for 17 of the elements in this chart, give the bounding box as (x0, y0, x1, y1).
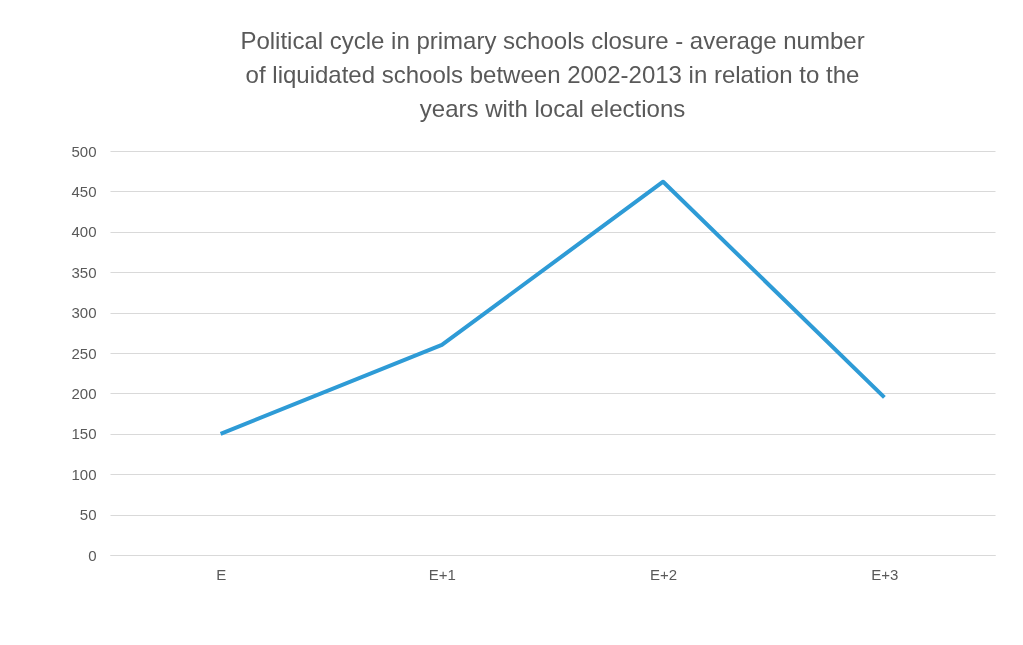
x-tick-label: E (216, 565, 227, 583)
y-tick-label: 300 (71, 304, 97, 322)
y-tick-label: 0 (88, 546, 97, 564)
y-tick-label: 100 (71, 465, 97, 483)
chart-title: Political cycle in primary schools closure - average number of liquidated schools between 2002-2013 in relation to the years with local elections (240, 27, 865, 122)
y-tick-label: 50 (79, 506, 97, 524)
y-tick-label: 400 (71, 223, 97, 241)
y-tick-label: 450 (71, 182, 97, 200)
y-tick-label: 200 (71, 384, 97, 402)
x-tick-label: E+3 (871, 565, 899, 583)
y-tick-label: 350 (71, 263, 97, 281)
x-tick-label: E+1 (428, 565, 456, 583)
y-tick-label: 250 (71, 344, 97, 362)
y-tick-label: 500 (71, 142, 97, 160)
line-series (218, 179, 887, 436)
y-tick-label: 150 (71, 425, 97, 443)
x-tick-label: E+2 (650, 565, 678, 583)
